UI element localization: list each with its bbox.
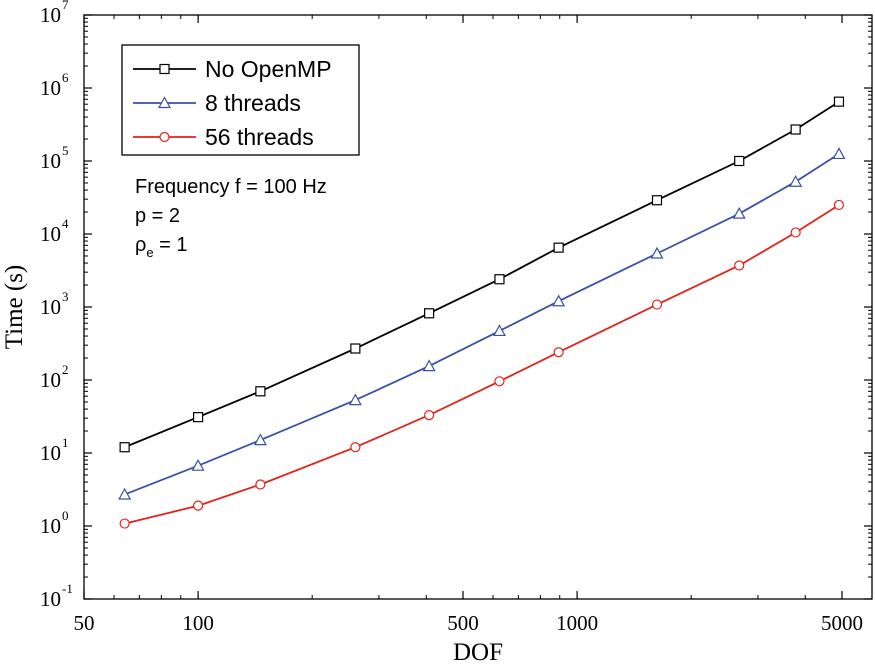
data-point [348,393,362,406]
y-axis-title: Time (s) [1,265,28,350]
series-no-openmp [119,96,845,453]
x-tick-label: 5000 [821,611,863,635]
series-8-threads [118,147,846,500]
annotation-p: p = 2 [135,205,180,227]
legend-item: No OpenMP [133,56,332,82]
y-tick-label: 10 [40,587,61,611]
y-tick-label: 10 [40,149,61,173]
data-point [350,442,361,453]
data-point [651,299,663,310]
data-point [191,458,205,471]
legend-marker [159,131,170,143]
legend-marker [157,96,172,109]
y-tick-exponent: 1 [62,435,69,450]
data-point [118,487,132,500]
data-point [553,242,564,253]
y-tick-label: 10 [40,3,61,27]
data-point [253,433,267,446]
legend-item: 8 threads [133,90,301,116]
legend-marker [159,63,170,75]
data-point [790,227,801,238]
y-tick-label: 10 [40,514,61,538]
y-tick-label: 10 [40,368,61,392]
data-point [732,206,746,219]
data-point [734,260,745,271]
data-point [650,246,664,259]
x-tick-label: 100 [182,611,214,635]
data-point [552,294,566,307]
y-tick-exponent: 3 [62,289,69,304]
data-point [424,308,435,319]
annotation-rho-symbol: ρ [135,234,146,256]
data-point [833,96,845,107]
data-point [494,274,505,285]
annotation-rho-subscript: e [146,245,153,260]
legend: No OpenMP 8 threads 56 threads [121,44,360,156]
y-tick-exponent: 7 [62,0,69,12]
y-tick-exponent: -1 [62,581,73,596]
data-point [119,518,130,529]
data-point [492,324,506,337]
data-point [192,412,204,423]
y-tick-exponent: 4 [62,216,69,231]
y-tick-exponent: 2 [62,362,69,377]
data-point [789,174,803,187]
y-tick-exponent: 6 [62,70,69,85]
x-tick-label: 1000 [556,611,598,635]
x-tick-label: 500 [447,611,479,635]
y-tick-label: 10 [40,441,61,465]
data-point [790,124,801,135]
data-point [553,347,564,358]
legend-item: 56 threads [133,124,314,150]
data-point [255,386,266,397]
data-point [424,410,435,421]
data-point [833,199,845,211]
data-point [192,500,204,511]
data-point [255,479,266,490]
y-tick-label: 10 [40,222,61,246]
data-point [494,376,505,387]
data-point [651,195,663,206]
y-tick-exponent: 5 [62,143,69,158]
annotation-block: Frequency f = 100 Hz p = 2 ρe = 1 [135,176,327,260]
y-tick-exponent: 0 [62,508,69,523]
x-tick-label: 50 [74,611,95,635]
data-point [119,442,130,453]
y-tick-label: 10 [40,295,61,319]
data-point [832,147,846,160]
series-56-threads [119,199,845,529]
annotation-frequency: Frequency f = 100 Hz [135,176,327,198]
legend-label: 56 threads [205,124,314,150]
series-line [124,153,840,496]
annotation-rho-value: = 1 [154,234,188,256]
y-tick-label: 10 [40,76,61,100]
data-point [734,155,745,167]
series-line [124,204,840,525]
annotation-rho: ρe = 1 [135,234,188,260]
x-axis-title: DOF [453,639,503,665]
data-point [422,359,436,372]
legend-label: No OpenMP [205,56,332,82]
legend-label: 8 threads [205,90,301,116]
data-point [350,343,361,354]
